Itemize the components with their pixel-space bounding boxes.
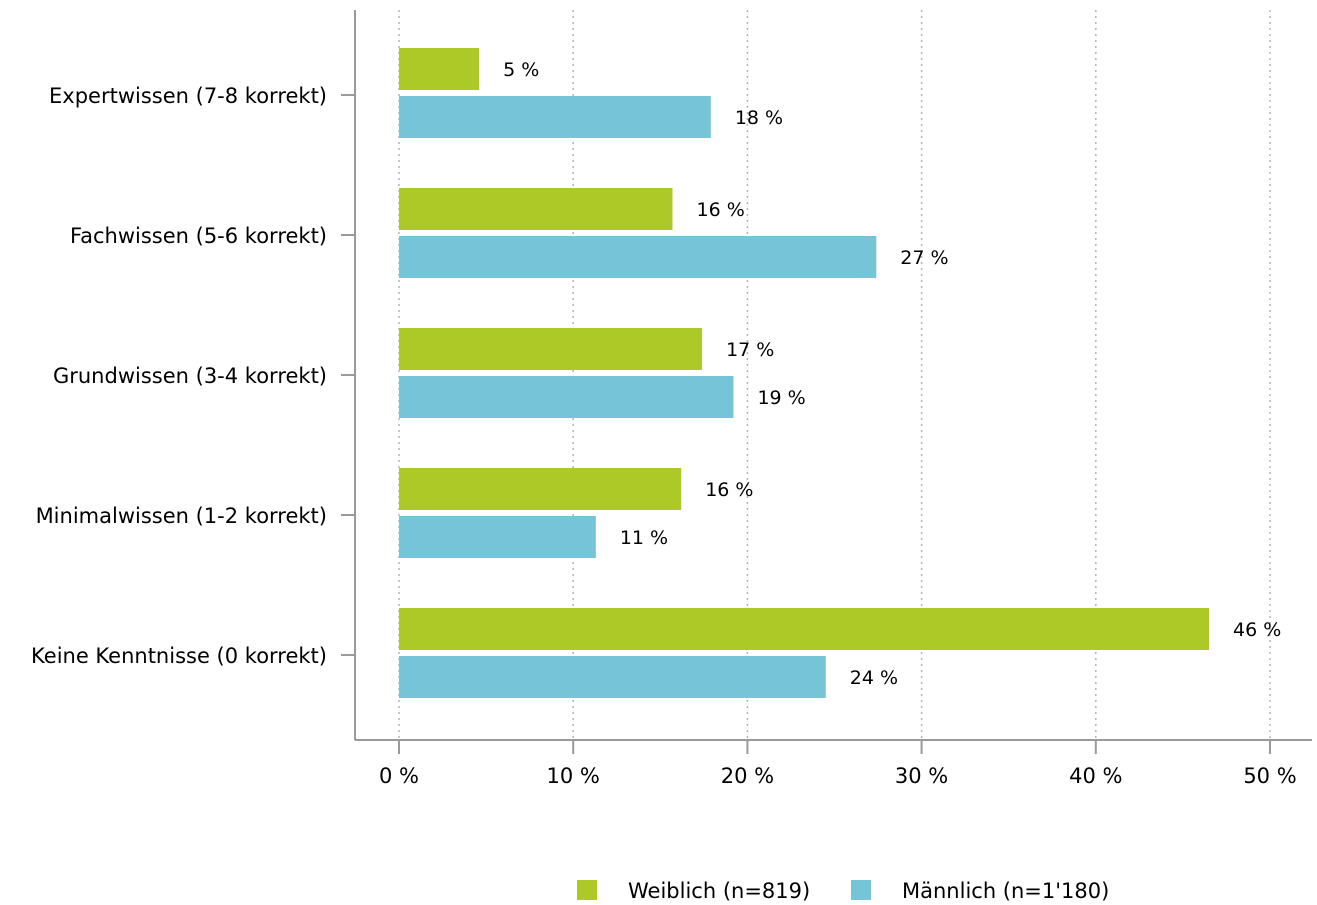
category-label: Fachwissen (5-6 korrekt) <box>70 224 327 248</box>
bar <box>399 376 734 418</box>
bar <box>399 656 826 698</box>
legend-swatch <box>577 880 597 900</box>
data-label: 11 % <box>620 527 668 549</box>
legend-label: Weiblich (n=819) <box>628 879 810 903</box>
data-label: 18 % <box>735 107 783 129</box>
bar <box>399 188 673 230</box>
x-tick-label: 10 % <box>547 764 600 788</box>
bar <box>399 96 711 138</box>
legend: Weiblich (n=819) Männlich (n=1'180) <box>577 879 1109 903</box>
x-tick-label: 20 % <box>721 764 774 788</box>
bar <box>399 328 703 370</box>
category-label: Grundwissen (3-4 korrekt) <box>53 364 327 388</box>
bar <box>399 236 877 278</box>
legend-label: Männlich (n=1'180) <box>902 879 1109 903</box>
category-label: Minimalwissen (1-2 korrekt) <box>36 504 327 528</box>
x-tick-label: 30 % <box>895 764 948 788</box>
x-tick-label: 50 % <box>1243 764 1296 788</box>
data-label: 27 % <box>900 247 948 269</box>
x-axis-ticks: 0 % 10 % 20 % 30 % 40 % 50 % <box>379 740 1297 788</box>
category-label: Keine Kenntnisse (0 korrekt) <box>31 644 327 668</box>
data-label: 16 % <box>705 479 753 501</box>
y-axis-ticks: Expertwissen (7-8 korrekt) Fachwissen (5-… <box>31 84 355 668</box>
legend-swatch <box>851 880 871 900</box>
bar <box>399 48 480 90</box>
data-label: 46 % <box>1233 619 1281 641</box>
bars <box>399 48 1210 698</box>
category-label: Expertwissen (7-8 korrekt) <box>49 84 327 108</box>
data-labels: 5 % 16 % 17 % 16 % 46 % 18 % 27 % 19 % 11 % 24 % <box>503 59 1281 689</box>
data-label: 16 % <box>696 199 744 221</box>
bar <box>399 608 1210 650</box>
bar <box>399 516 596 558</box>
bar <box>399 468 682 510</box>
x-tick-label: 40 % <box>1069 764 1122 788</box>
data-label: 24 % <box>850 667 898 689</box>
x-tick-label: 0 % <box>379 764 419 788</box>
data-label: 5 % <box>503 59 539 81</box>
data-label: 19 % <box>757 387 805 409</box>
data-label: 17 % <box>726 339 774 361</box>
